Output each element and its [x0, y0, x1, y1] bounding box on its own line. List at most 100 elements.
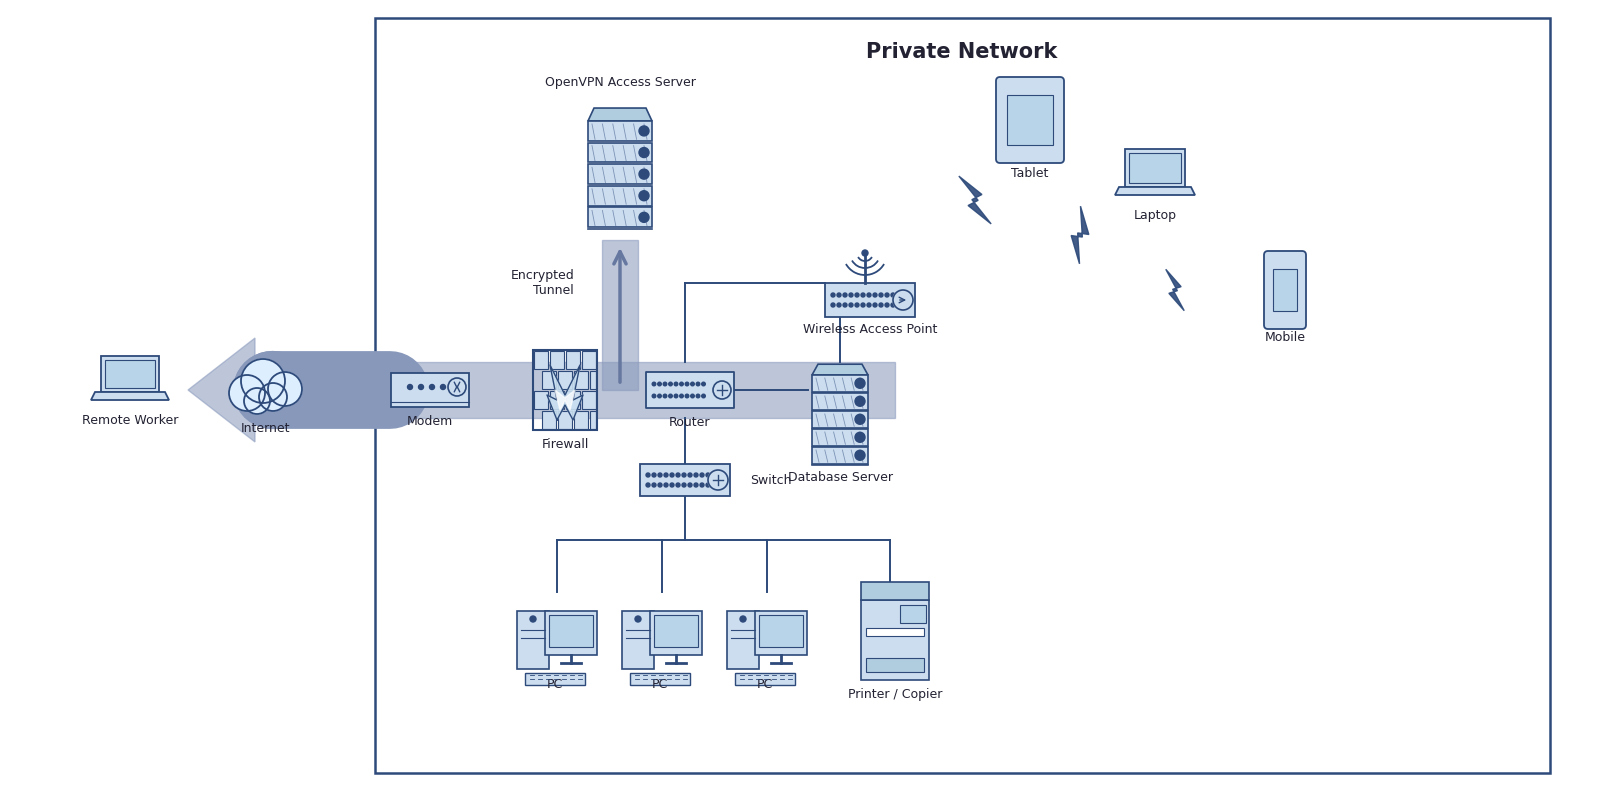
Polygon shape	[1166, 270, 1184, 310]
Circle shape	[658, 483, 662, 487]
Circle shape	[674, 394, 678, 398]
Circle shape	[885, 303, 890, 307]
Bar	[602, 240, 638, 390]
Circle shape	[243, 388, 270, 414]
Circle shape	[701, 473, 704, 477]
Circle shape	[878, 293, 883, 297]
Circle shape	[691, 394, 694, 398]
Bar	[622, 611, 654, 669]
Text: Remote Worker: Remote Worker	[82, 414, 178, 427]
Circle shape	[688, 473, 691, 477]
Circle shape	[854, 396, 866, 406]
Circle shape	[653, 394, 656, 398]
Circle shape	[702, 382, 706, 386]
Text: Modem: Modem	[406, 415, 453, 428]
Circle shape	[269, 372, 302, 406]
Bar	[899, 605, 926, 623]
Bar	[826, 283, 915, 317]
Bar	[106, 360, 155, 388]
Circle shape	[635, 616, 642, 622]
Bar	[630, 673, 690, 685]
Circle shape	[419, 385, 424, 390]
Circle shape	[830, 303, 835, 307]
Circle shape	[862, 250, 867, 256]
Circle shape	[638, 169, 650, 179]
Circle shape	[259, 383, 286, 411]
Circle shape	[874, 293, 877, 297]
Bar	[813, 447, 867, 463]
Bar	[582, 391, 595, 409]
Bar	[542, 411, 557, 429]
Circle shape	[854, 414, 866, 424]
Circle shape	[893, 290, 914, 310]
Circle shape	[830, 293, 835, 297]
Circle shape	[664, 483, 669, 487]
Polygon shape	[958, 176, 990, 224]
Circle shape	[448, 378, 466, 396]
Circle shape	[688, 483, 691, 487]
Text: Tablet: Tablet	[1011, 167, 1048, 180]
Bar	[589, 142, 653, 162]
Bar	[650, 611, 702, 655]
Circle shape	[854, 293, 859, 297]
Text: Private Network: Private Network	[866, 42, 1058, 62]
Circle shape	[646, 473, 650, 477]
Circle shape	[694, 473, 698, 477]
Bar	[582, 351, 595, 369]
Circle shape	[891, 303, 894, 307]
Circle shape	[707, 470, 728, 490]
Text: Database Server: Database Server	[787, 471, 893, 484]
Circle shape	[440, 385, 445, 390]
Circle shape	[850, 303, 853, 307]
Circle shape	[530, 616, 536, 622]
Circle shape	[658, 473, 662, 477]
Circle shape	[638, 126, 650, 136]
Circle shape	[885, 293, 890, 297]
Circle shape	[674, 382, 678, 386]
Circle shape	[680, 394, 683, 398]
Circle shape	[739, 616, 746, 622]
Circle shape	[685, 382, 688, 386]
Text: Internet: Internet	[240, 422, 290, 435]
Circle shape	[850, 293, 853, 297]
Text: PC: PC	[547, 678, 563, 691]
Circle shape	[696, 382, 699, 386]
Circle shape	[867, 303, 870, 307]
Circle shape	[664, 473, 669, 477]
Circle shape	[638, 190, 650, 201]
Bar	[861, 600, 930, 680]
Circle shape	[861, 293, 866, 297]
Bar	[542, 371, 557, 389]
Polygon shape	[91, 392, 170, 400]
Bar	[1274, 269, 1298, 311]
Circle shape	[891, 293, 894, 297]
Circle shape	[653, 483, 656, 487]
Bar	[101, 356, 158, 392]
Bar	[390, 362, 894, 418]
Bar	[590, 371, 595, 389]
FancyBboxPatch shape	[1264, 251, 1306, 329]
Bar	[640, 464, 730, 496]
Circle shape	[229, 375, 266, 411]
Circle shape	[691, 382, 694, 386]
Circle shape	[670, 473, 674, 477]
Circle shape	[701, 483, 704, 487]
Bar	[590, 411, 595, 429]
Circle shape	[670, 483, 674, 487]
Bar	[546, 611, 597, 655]
Text: Wireless Access Point: Wireless Access Point	[803, 323, 938, 336]
Bar	[734, 673, 795, 685]
Polygon shape	[189, 338, 390, 442]
Circle shape	[638, 212, 650, 222]
Circle shape	[680, 382, 683, 386]
Bar	[755, 611, 806, 655]
Circle shape	[837, 293, 842, 297]
Polygon shape	[589, 108, 653, 121]
Bar	[566, 351, 579, 369]
Bar	[589, 121, 653, 141]
Circle shape	[706, 473, 710, 477]
Circle shape	[702, 394, 706, 398]
Text: PC: PC	[757, 678, 773, 691]
Bar	[1130, 153, 1181, 183]
Circle shape	[843, 303, 846, 307]
